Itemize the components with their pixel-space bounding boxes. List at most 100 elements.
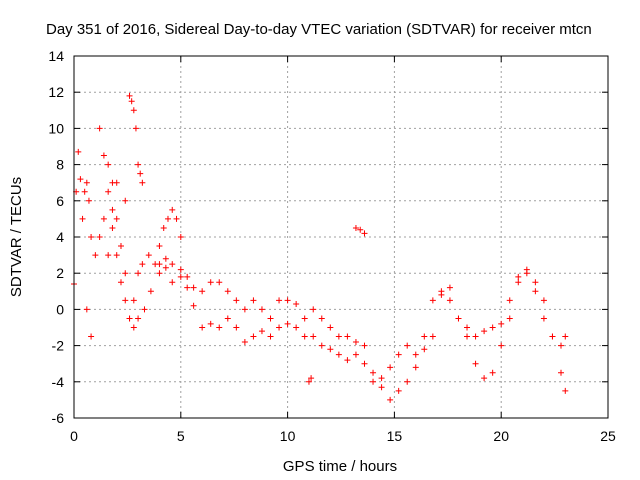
data-point-marker [352, 338, 359, 345]
data-point-marker [378, 375, 385, 382]
data-point-marker [464, 324, 471, 331]
data-point-marker [523, 266, 530, 273]
data-point-marker [130, 324, 137, 331]
data-point-marker [481, 328, 488, 335]
data-point-marker [404, 342, 411, 349]
data-point-marker [164, 215, 171, 222]
data-point-marker [276, 297, 283, 304]
data-point-marker [357, 226, 364, 233]
data-point-marker [421, 346, 428, 353]
data-point-marker [135, 315, 142, 322]
data-point-marker [77, 176, 84, 183]
data-point-marker [532, 279, 539, 286]
data-point-marker [177, 266, 184, 273]
data-point-marker [113, 215, 120, 222]
data-point-marker [207, 320, 214, 327]
data-point-marker [361, 342, 368, 349]
data-point-marker [378, 384, 385, 391]
data-point-marker [135, 270, 142, 277]
data-point-marker [412, 364, 419, 371]
y-tick-label: 6 [56, 193, 64, 209]
data-point-marker [109, 206, 116, 213]
data-point-marker [318, 342, 325, 349]
data-point-marker [156, 261, 163, 268]
data-point-marker [301, 315, 308, 322]
data-point-marker [137, 170, 144, 177]
data-point-marker [85, 197, 92, 204]
data-point-marker [370, 378, 377, 385]
x-tick-label: 0 [70, 428, 78, 444]
data-point-marker [335, 351, 342, 358]
data-point-marker [83, 179, 90, 186]
data-point-marker [344, 333, 351, 340]
data-point-marker [429, 333, 436, 340]
data-point-marker [132, 125, 139, 132]
x-tick-label: 20 [493, 428, 509, 444]
data-point-marker [515, 279, 522, 286]
data-point-marker [562, 333, 569, 340]
data-point-marker [122, 270, 129, 277]
data-point-marker [429, 297, 436, 304]
data-point-marker [83, 306, 90, 313]
y-axis-label: SDTVAR / TECUs [8, 177, 25, 297]
data-point-marker [126, 315, 133, 322]
data-point-marker [305, 378, 312, 385]
x-tick-label: 10 [280, 428, 296, 444]
data-point-marker [481, 375, 488, 382]
data-point-marker [122, 197, 129, 204]
data-point-marker [216, 324, 223, 331]
y-tick-label: 8 [56, 157, 64, 173]
data-point-marker [370, 369, 377, 376]
data-points [71, 92, 569, 403]
data-point-marker [540, 297, 547, 304]
data-point-marker [207, 279, 214, 286]
data-point-marker [233, 324, 240, 331]
data-point-marker [421, 333, 428, 340]
data-point-marker [169, 261, 176, 268]
data-point-marker [284, 320, 291, 327]
data-point-marker [190, 284, 197, 291]
data-point-marker [113, 252, 120, 259]
data-point-marker [387, 396, 394, 403]
data-point-marker [498, 320, 505, 327]
data-point-marker [335, 333, 342, 340]
data-point-marker [506, 315, 513, 322]
data-point-marker [412, 351, 419, 358]
data-point-marker [126, 92, 133, 99]
data-point-marker [79, 215, 86, 222]
data-point-marker [293, 300, 300, 307]
data-point-marker [293, 324, 300, 331]
data-point-marker [472, 333, 479, 340]
data-point-marker [96, 125, 103, 132]
data-point-marker [160, 224, 167, 231]
data-point-marker [361, 230, 368, 237]
data-point-marker [88, 234, 95, 240]
data-point-marker [224, 315, 231, 322]
x-axis-label: GPS time / hours [283, 458, 397, 475]
data-point-marker [515, 273, 522, 280]
data-point-marker [558, 369, 565, 376]
data-point-marker [267, 315, 274, 322]
data-point-marker [361, 360, 368, 367]
gridlines [74, 56, 608, 418]
data-point-marker [117, 279, 124, 286]
data-point-marker [233, 297, 240, 304]
data-point-marker [128, 98, 135, 105]
data-point-marker [250, 297, 257, 304]
data-series [71, 148, 569, 382]
data-point-marker [267, 333, 274, 340]
data-point-marker [498, 342, 505, 349]
data-point-marker [308, 375, 315, 382]
data-point-marker [156, 243, 163, 250]
x-tick-label: 25 [600, 428, 616, 444]
data-point-marker [96, 234, 103, 240]
data-point-marker [130, 107, 137, 114]
y-tick-label: -4 [52, 374, 65, 390]
data-point-marker [216, 279, 223, 286]
data-point-marker [276, 324, 283, 331]
data-point-marker [75, 148, 82, 155]
data-point-marker [438, 288, 445, 295]
data-point-marker [352, 351, 359, 358]
data-point-marker [88, 333, 95, 340]
